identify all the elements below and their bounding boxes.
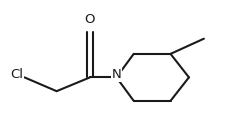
Text: N: N xyxy=(111,68,121,81)
Text: O: O xyxy=(84,13,95,26)
Text: Cl: Cl xyxy=(10,68,23,81)
